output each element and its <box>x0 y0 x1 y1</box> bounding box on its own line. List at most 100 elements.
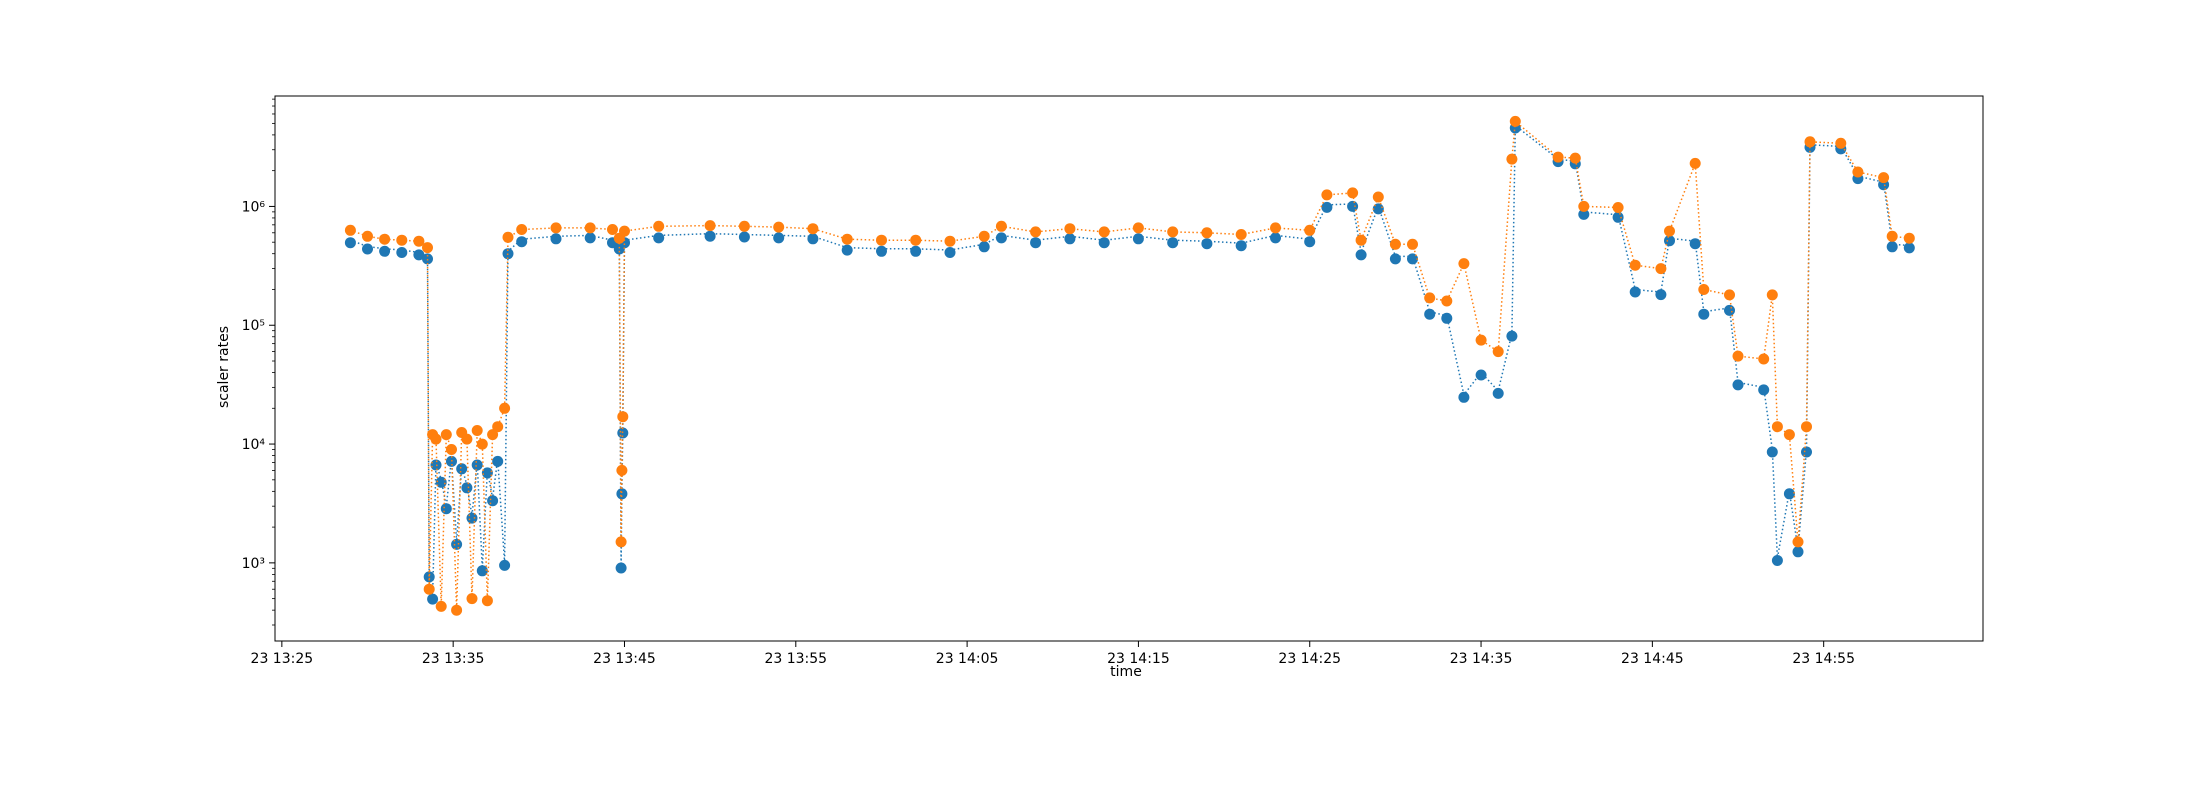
series-1-point-21 <box>499 402 511 414</box>
series-0-point-35 <box>773 232 785 244</box>
series-1-point-83 <box>1835 137 1847 149</box>
series-1-point-22 <box>502 231 514 243</box>
series-0-point-72 <box>1689 238 1701 250</box>
series-0-point-81 <box>1801 446 1812 458</box>
series-0-point-67 <box>1578 208 1590 220</box>
x-tick-label-0: 23 13:25 <box>251 651 314 667</box>
series-0-point-71 <box>1664 235 1675 247</box>
series-0-point-69 <box>1629 286 1641 298</box>
series-0-point-4 <box>413 249 425 261</box>
series-0-point-86 <box>1886 241 1898 253</box>
series-1-point-68 <box>1612 202 1624 213</box>
series-1-point-65 <box>1552 151 1564 163</box>
series-0-point-59 <box>1441 312 1453 324</box>
series-0-point-25 <box>584 232 596 244</box>
series-1-point-67 <box>1578 200 1590 212</box>
series-1-point-3 <box>396 234 408 246</box>
series-0-point-12 <box>451 538 463 550</box>
series-0-point-8 <box>430 459 442 471</box>
series-0-point-51 <box>1304 236 1316 248</box>
series-0-point-13 <box>456 463 468 475</box>
series-0-point-80 <box>1792 546 1804 558</box>
series-1-point-19 <box>487 429 499 441</box>
series-0-point-38 <box>876 245 887 257</box>
series-0-point-62 <box>1492 387 1504 399</box>
series-0-point-52 <box>1321 201 1333 213</box>
series-0-point-17 <box>476 565 488 577</box>
y-axis-label: scaler rates <box>216 326 232 408</box>
series-1-point-0 <box>344 224 356 236</box>
series-1-point-46 <box>1132 222 1144 234</box>
series-0-point-49 <box>1235 240 1247 252</box>
series-1-point-73 <box>1698 284 1710 295</box>
series-1-point-80 <box>1792 536 1804 548</box>
series-1-point-30 <box>617 411 629 423</box>
series-0-point-44 <box>1064 233 1076 245</box>
series-1-point-58 <box>1424 292 1436 304</box>
series-1-point-69 <box>1629 259 1641 271</box>
plot-area <box>344 115 1915 616</box>
series-0-point-28 <box>615 562 627 574</box>
x-tick-label-8: 23 14:45 <box>1621 651 1684 667</box>
series-0-point-47 <box>1167 237 1179 249</box>
series-1-point-23 <box>516 224 528 235</box>
series-1-point-53 <box>1347 187 1359 199</box>
series-1-point-76 <box>1758 353 1770 365</box>
y-tick-label-3: 10⁶ <box>242 199 266 215</box>
series-1-point-31 <box>619 225 630 237</box>
series-0-point-45 <box>1098 237 1110 249</box>
series-1-point-62 <box>1492 346 1504 358</box>
series-1-point-60 <box>1458 258 1470 270</box>
series-1-point-75 <box>1732 350 1744 362</box>
series-1-point-84 <box>1852 166 1864 178</box>
series-0-point-5 <box>422 253 433 265</box>
series-0-point-53 <box>1347 200 1359 212</box>
series-1-point-16 <box>471 425 483 436</box>
series-0-point-68 <box>1612 211 1624 223</box>
x-tick-label-4: 23 14:05 <box>936 651 999 667</box>
series-1-point-5 <box>422 242 433 254</box>
series-0-point-42 <box>995 232 1007 244</box>
series-1-point-55 <box>1372 191 1384 203</box>
series-1-point-28 <box>615 536 627 548</box>
series-1-point-2 <box>379 233 391 245</box>
series-1-point-86 <box>1886 230 1898 242</box>
series-1-point-11 <box>446 444 457 455</box>
y-tick-label-0: 10³ <box>242 556 265 572</box>
series-0-point-54 <box>1355 249 1367 261</box>
series-0-point-2 <box>379 245 391 257</box>
series-0-point-60 <box>1458 391 1470 403</box>
series-1-line <box>350 119 1910 611</box>
series-0-point-34 <box>738 231 750 243</box>
series-1-point-36 <box>807 223 819 235</box>
series-1-point-33 <box>704 220 716 232</box>
series-1-point-82 <box>1804 136 1816 148</box>
series-0-point-36 <box>807 233 819 245</box>
series-0-point-74 <box>1724 304 1735 316</box>
series-0-point-15 <box>466 512 478 524</box>
series-1-point-44 <box>1064 223 1076 235</box>
series-0-point-61 <box>1475 369 1487 381</box>
series-0-point-87 <box>1903 242 1915 254</box>
series-1-point-6 <box>423 583 435 595</box>
series-1-point-40 <box>944 235 956 247</box>
series-0-point-16 <box>471 459 483 471</box>
series-1-point-38 <box>876 234 887 246</box>
x-tick-label-5: 23 14:15 <box>1107 651 1170 667</box>
series-1-point-41 <box>978 230 990 242</box>
series-1-point-29 <box>616 464 628 476</box>
series-1-point-9 <box>435 600 447 612</box>
series-1-point-72 <box>1689 157 1701 169</box>
x-axis-label: time <box>1110 664 1142 680</box>
series-0-point-73 <box>1698 308 1710 320</box>
series-0-point-46 <box>1132 233 1144 245</box>
series-1-point-54 <box>1355 234 1367 246</box>
series-0-point-0 <box>344 237 356 249</box>
series-0-point-1 <box>362 243 373 255</box>
series-1-point-34 <box>738 220 750 232</box>
x-tick-label-2: 23 13:45 <box>593 651 656 667</box>
series-1-point-87 <box>1903 232 1915 244</box>
series-1-point-51 <box>1304 224 1316 236</box>
series-1-point-57 <box>1407 238 1418 250</box>
